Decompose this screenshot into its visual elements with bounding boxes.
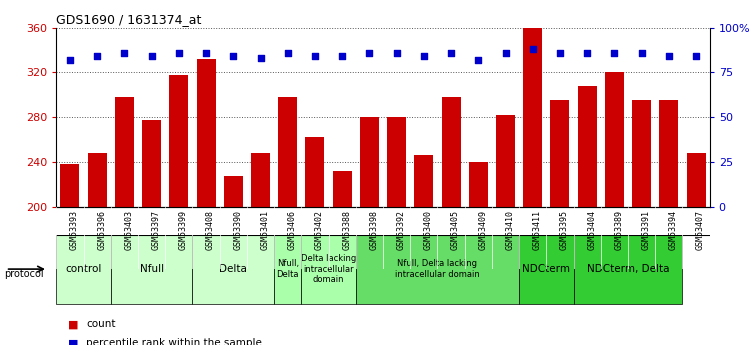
Bar [88, 153, 107, 207]
Text: Nfull, Delta lacking
intracellular domain: Nfull, Delta lacking intracellular domai… [395, 259, 480, 279]
Bar [306, 137, 324, 207]
Point [309, 53, 321, 59]
Text: GSM53389: GSM53389 [614, 210, 623, 250]
Bar [686, 153, 706, 207]
Text: GSM53397: GSM53397 [152, 210, 161, 250]
Point [200, 50, 212, 56]
Bar [60, 164, 80, 207]
Bar [574, 235, 683, 304]
Bar [224, 176, 243, 207]
Point [581, 50, 593, 56]
Text: NDCterm: NDCterm [523, 264, 570, 274]
Text: GSM53411: GSM53411 [532, 210, 541, 250]
Point [690, 53, 702, 59]
Bar [274, 235, 301, 304]
Text: GDS1690 / 1631374_at: GDS1690 / 1631374_at [56, 13, 202, 27]
Text: NDCterm, Delta: NDCterm, Delta [587, 264, 669, 274]
Bar [111, 235, 192, 304]
Point [146, 53, 158, 59]
Bar [356, 235, 519, 304]
Text: count: count [86, 319, 116, 329]
Bar [333, 171, 351, 207]
Point [282, 50, 294, 56]
Text: GSM53406: GSM53406 [288, 210, 297, 250]
Text: GSM53393: GSM53393 [70, 210, 79, 250]
Point [418, 53, 430, 59]
Text: GSM53401: GSM53401 [261, 210, 270, 250]
Point [608, 50, 620, 56]
Bar [192, 235, 274, 304]
Text: GSM53392: GSM53392 [397, 210, 406, 250]
Point [445, 50, 457, 56]
Text: Nfull,
Delta: Nfull, Delta [276, 259, 299, 279]
Point [64, 57, 76, 63]
Text: GSM53400: GSM53400 [424, 210, 433, 250]
Text: GSM53399: GSM53399 [179, 210, 188, 250]
Text: GSM53402: GSM53402 [315, 210, 324, 250]
Bar [442, 97, 460, 207]
Text: Delta: Delta [219, 264, 247, 274]
Bar [169, 75, 189, 207]
Bar [115, 97, 134, 207]
Text: GSM53396: GSM53396 [97, 210, 106, 250]
Point [635, 50, 647, 56]
Text: GSM53407: GSM53407 [696, 210, 705, 250]
Point [119, 50, 131, 56]
Text: protocol: protocol [4, 269, 44, 279]
Point [336, 53, 348, 59]
Point [228, 53, 240, 59]
Text: GSM53398: GSM53398 [369, 210, 379, 250]
Text: control: control [65, 264, 101, 274]
Point [526, 46, 538, 52]
Text: Nfull: Nfull [140, 264, 164, 274]
Text: ■: ■ [68, 338, 78, 345]
Bar [301, 235, 356, 304]
Text: GSM53394: GSM53394 [669, 210, 678, 250]
Point [499, 50, 511, 56]
Point [663, 53, 675, 59]
Text: GSM53390: GSM53390 [234, 210, 243, 250]
Text: GSM53405: GSM53405 [451, 210, 460, 250]
Point [173, 50, 185, 56]
Point [554, 50, 566, 56]
Bar [56, 235, 111, 304]
Bar [659, 100, 678, 207]
Point [472, 57, 484, 63]
Bar [523, 28, 542, 207]
Bar [605, 72, 624, 207]
Bar [251, 153, 270, 207]
Bar [142, 119, 161, 207]
Text: Delta lacking
intracellular
domain: Delta lacking intracellular domain [301, 254, 356, 284]
Bar [496, 115, 515, 207]
Bar [632, 100, 651, 207]
Text: GSM53409: GSM53409 [478, 210, 487, 250]
Text: percentile rank within the sample: percentile rank within the sample [86, 338, 262, 345]
Bar [469, 162, 488, 207]
Text: GSM53410: GSM53410 [505, 210, 514, 250]
Text: GSM53403: GSM53403 [125, 210, 134, 250]
Point [91, 53, 103, 59]
Bar [578, 86, 597, 207]
Bar [278, 97, 297, 207]
Point [391, 50, 403, 56]
Bar [519, 235, 574, 304]
Text: GSM53395: GSM53395 [560, 210, 569, 250]
Text: GSM53404: GSM53404 [587, 210, 596, 250]
Text: GSM53408: GSM53408 [206, 210, 215, 250]
Bar [550, 100, 569, 207]
Text: GSM53388: GSM53388 [342, 210, 351, 250]
Point [255, 55, 267, 61]
Bar [415, 155, 433, 207]
Bar [360, 117, 379, 207]
Bar [387, 117, 406, 207]
Point [363, 50, 376, 56]
Text: ■: ■ [68, 319, 78, 329]
Bar [197, 59, 216, 207]
Text: GSM53391: GSM53391 [641, 210, 650, 250]
